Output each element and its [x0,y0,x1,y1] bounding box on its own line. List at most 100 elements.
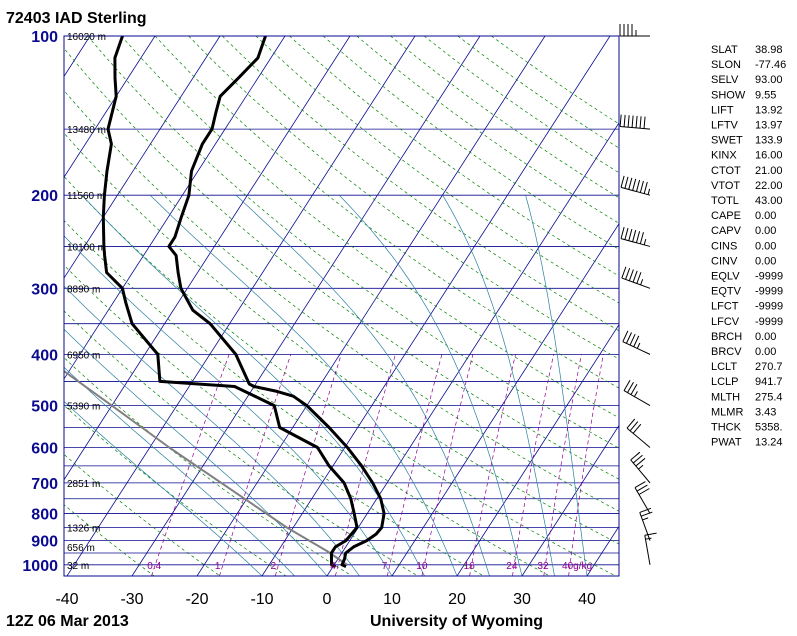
wind-barb-flag [632,423,642,434]
isotherm-line [64,36,351,481]
wind-barb-flag [630,383,638,395]
height-label: 13480 m [67,125,106,136]
isotherm-line [456,323,619,576]
wind-barb [639,507,653,541]
wind-barb-half-flag [638,464,644,470]
mixing-ratio-label: 32 [537,561,549,572]
mixing-ratio-line [421,354,474,576]
wind-barb-half-flag [643,238,647,246]
wind-barb [620,226,651,247]
pressure-tick-label: 200 [31,188,58,205]
pressure-tick-label: 400 [31,347,58,364]
wind-barb-shaft [620,186,651,196]
wind-barb [620,175,651,196]
index-value: 22.00 [755,180,783,192]
isotherm-line [64,36,156,178]
wind-barb-flag [629,333,636,346]
dry-adiabat-line [423,36,619,174]
wind-barb-flag [620,226,625,239]
dry-adiabat-line [154,36,619,389]
index-value: -77.46 [755,59,786,71]
dewpoint-profile-line [101,36,359,568]
dry-adiabat-line [64,47,619,480]
moist-adiabat-line [339,194,523,576]
pressure-tick-label: 900 [31,534,58,551]
index-name: CAPV [711,225,742,237]
wind-barb-shaft [620,126,651,130]
wind-barb-flag [630,451,641,461]
wind-barb-shaft [639,512,651,541]
wind-barb-shaft [644,535,651,565]
temperature-tick-label: -40 [55,591,78,608]
index-value: 0.00 [755,255,776,267]
wind-barb-flag [632,454,643,464]
index-name: CAPE [711,210,741,222]
wind-barb-flag [633,335,640,347]
index-value: -9999 [755,286,783,298]
wind-barb-flag [620,175,625,188]
wind-barb-flag [643,181,648,194]
wind-barb-flag [636,484,648,492]
index-value: 13.24 [755,437,783,449]
temperature-tick-label: 10 [383,591,401,608]
index-name: PWAT [711,437,742,449]
moist-adiabat-line [525,195,588,576]
wind-barb-flag [636,272,642,284]
temperature-tick-label: 0 [323,591,332,608]
index-value: 38.98 [755,44,783,56]
index-value: 43.00 [755,195,783,207]
chart-title: 72403 IAD Sterling [6,10,147,27]
isotherm-line [0,36,25,576]
wind-barb-flag [635,231,641,243]
mixing-ratio-label: 2 [270,561,276,572]
index-value: 0.00 [755,346,776,358]
wind-barb-flag [625,267,631,280]
pressure-tick-label: 100 [31,29,58,46]
wind-barbs [619,24,657,565]
moist-adiabat-line [149,194,458,576]
wind-barb-flag [639,507,652,513]
isotherm-line [196,36,546,576]
moist-adiabat-line [64,285,360,576]
height-label: 10100 m [67,242,106,253]
temperature-tick-label: -10 [250,591,273,608]
mixing-ratio-line [469,354,516,576]
dry-adiabat-line [64,219,550,576]
dry-adiabat-line [491,36,619,125]
wind-barb-flag [624,227,629,240]
dry-adiabat-line [64,89,619,512]
dry-adiabat-line [64,175,616,576]
plot-frame [63,35,620,577]
dry-adiabat-line [64,132,619,545]
pressure-tick-label: 300 [31,281,58,298]
index-value: 941.7 [755,376,783,388]
wind-barb-half-flag [640,279,644,286]
index-value: 9.55 [755,89,776,101]
plot-clip [0,36,619,576]
index-value: 0.00 [755,210,776,222]
wind-barb-flag [627,115,630,128]
wind-barb [622,330,651,355]
index-name: CINV [711,255,738,267]
wind-barb-flag [632,230,637,242]
isotherm-line [64,36,286,380]
wind-barb [621,266,651,289]
wind-barb-flag [644,532,657,536]
index-name: THCK [711,422,742,434]
height-label: 5390 m [67,402,100,413]
wind-barb-flag [628,177,633,190]
moist-adiabat-line [64,400,263,576]
wind-barb [619,24,650,37]
index-name: LFCT [711,301,739,313]
wind-barb-shaft [621,277,651,289]
stability-indices: SLAT 38.98 SLON -77.46 SELV 93.00 SHOW 9.55 LIFT… [711,44,786,449]
mixing-ratio-line [386,354,443,576]
height-label: 2851 m [67,479,100,490]
wind-barb-flag [626,418,636,429]
wind-barb-flag [619,114,622,127]
wind-barb [630,451,651,484]
wind-barb [634,481,651,514]
pressure-tick-label: 600 [31,440,58,457]
dry-adiabat-line [87,36,619,449]
